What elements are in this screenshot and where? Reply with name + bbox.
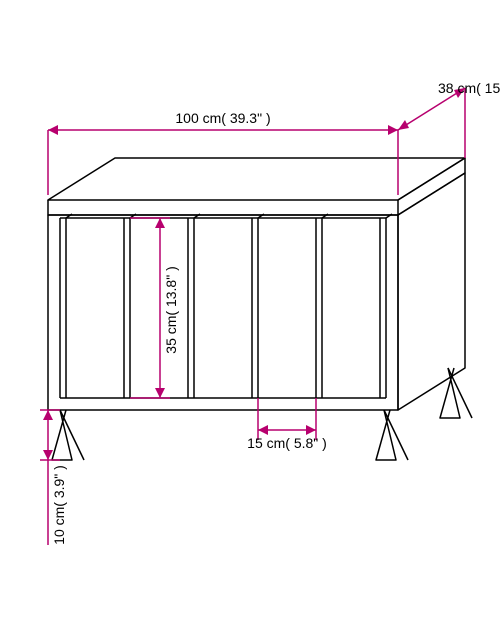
hairpin-leg <box>440 368 472 418</box>
dimension-labels: 100 cm( 39.3" ) 38 cm( 15" 35 cm( 13.8" … <box>51 80 500 545</box>
label-width: 100 cm( 39.3" ) <box>175 110 270 126</box>
hairpin-leg <box>52 410 84 460</box>
hairpin-leg <box>376 410 408 460</box>
label-depth: 38 cm( 15" <box>438 80 500 96</box>
label-slot-width: 15 cm( 5.8" ) <box>247 435 327 451</box>
label-leg-height: 10 cm( 3.9" ) <box>51 465 67 545</box>
furniture-dimension-diagram: 100 cm( 39.3" ) 38 cm( 15" 35 cm( 13.8" … <box>0 0 500 641</box>
label-inner-height: 35 cm( 13.8" ) <box>163 266 179 353</box>
product-outline <box>48 158 472 460</box>
